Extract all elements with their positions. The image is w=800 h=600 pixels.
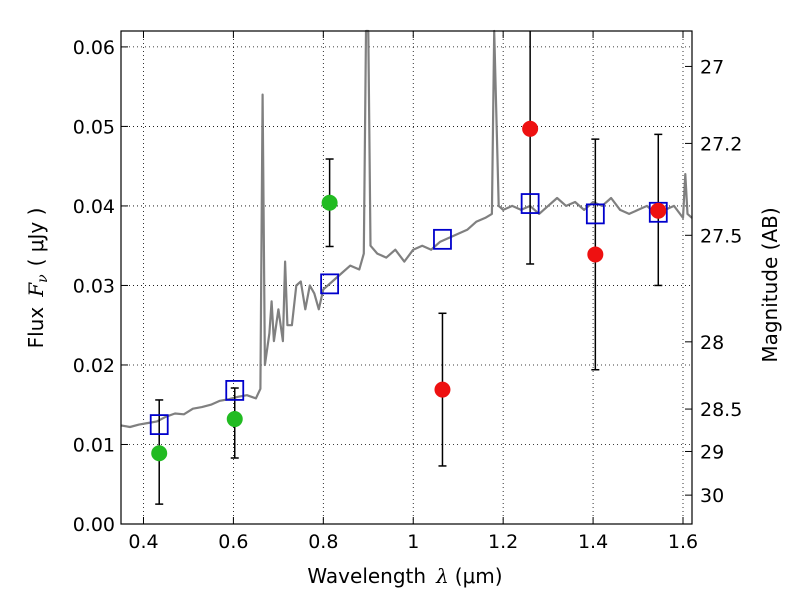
error-bars: [155, 31, 663, 505]
x-tick-label: 0.8: [308, 531, 338, 553]
y-tick-label: 0.04: [73, 196, 115, 218]
model-square-marker: [585, 203, 605, 225]
y2-tick-label: 30: [700, 485, 724, 507]
x-axis-label: Wavelength λ (μm): [307, 564, 502, 588]
x-tick-label: 1.2: [488, 531, 518, 553]
y-tick-label: 0.00: [73, 514, 115, 536]
y2-tick-label: 28.5: [700, 399, 742, 421]
y-tick-label: 0.06: [73, 37, 115, 59]
observed-green-marker: [151, 445, 168, 462]
x-tick-label: 1.6: [668, 531, 698, 553]
y-tick-label: 0.01: [73, 434, 115, 456]
x-tick-label: 1: [407, 531, 419, 553]
data-markers: [149, 120, 668, 462]
y2-tick-label: 29: [700, 441, 724, 463]
grid-lines: [121, 31, 692, 525]
spectrum-series: [120, 29, 693, 429]
x-tick-label: 0.4: [128, 531, 158, 553]
y2-tick-label: 27: [700, 56, 724, 78]
observed-red-marker: [587, 246, 604, 263]
x-tick-label: 1.4: [578, 531, 608, 553]
observed-green-marker: [226, 411, 243, 428]
model-square-marker: [433, 228, 452, 250]
model-square-marker: [320, 273, 340, 295]
y2-tick-label: 27.5: [700, 225, 742, 247]
spectrum-line: [120, 29, 693, 429]
x-tick-label: 0.6: [218, 531, 248, 553]
y-tick-label: 0.03: [73, 275, 115, 297]
observed-red-marker: [522, 120, 539, 137]
y-tick-label: 0.02: [73, 355, 115, 377]
observed-green-marker: [321, 194, 338, 211]
model-square-marker: [149, 414, 169, 436]
y2-axis-label: Magnitude (AB): [758, 207, 782, 362]
model-square-marker: [225, 380, 245, 401]
plot-frame: [120, 30, 693, 525]
observed-red-marker: [434, 381, 451, 398]
observed-red-marker: [650, 202, 667, 219]
model-square-marker: [520, 193, 540, 214]
y2-tick-label: 27.2: [700, 133, 742, 155]
y-axis-label: FluxFν( μJy ): [24, 208, 51, 349]
axis-ticks: 0.4 0.6 0.8 1 1.2 1.4 1.6 0.00 0.01 0.02 0.03 0.04 0…: [73, 31, 742, 553]
y2-tick-label: 28: [700, 332, 724, 354]
y-tick-label: 0.05: [73, 116, 115, 138]
